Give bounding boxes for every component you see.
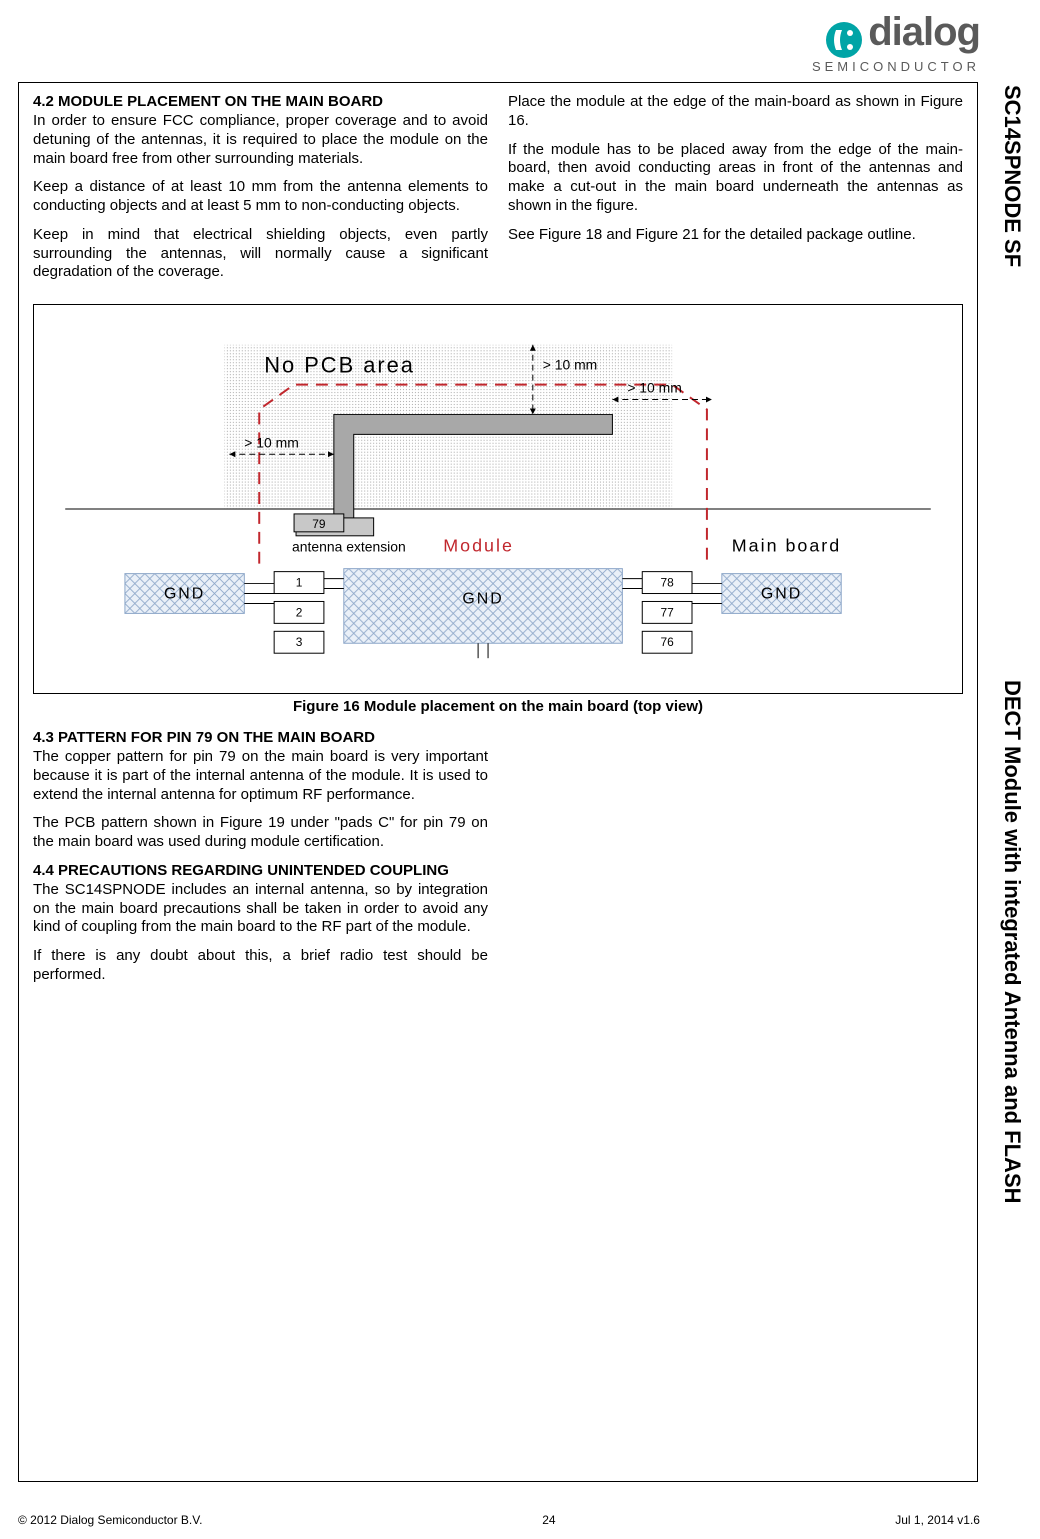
page-footer: © 2012 Dialog Semiconductor B.V. 24 Jul … xyxy=(18,1513,980,1527)
no-pcb-label: No PCB area xyxy=(264,353,415,378)
paragraph: The copper pattern for pin 79 on the mai… xyxy=(33,748,488,804)
side-title-part-number: SC14SPNODE SF xyxy=(999,85,1025,267)
company-logo: dialog SEMICONDUCTOR xyxy=(812,10,980,74)
pin-label: 2 xyxy=(296,605,303,619)
left-column-lower: 4.3 PATTERN FOR PIN 79 ON THE MAIN BOARD… xyxy=(33,729,488,995)
module-label: Module xyxy=(443,536,514,556)
gnd-label: GND xyxy=(761,585,802,602)
pin-label: 1 xyxy=(296,576,303,590)
heading-4-4: 4.4 PRECAUTIONS REGARDING UNINTENDED COU… xyxy=(33,862,488,879)
dim-label: > 10 mm xyxy=(543,357,597,373)
antenna-ext-label: antenna extension xyxy=(292,539,406,555)
figure-16-caption: Figure 16 Module placement on the main b… xyxy=(33,698,963,715)
footer-date-version: Jul 1, 2014 v1.6 xyxy=(895,1513,980,1527)
dim-label: > 10 mm xyxy=(627,380,681,396)
paragraph: If the module has to be placed away from… xyxy=(508,141,963,216)
footer-copyright: © 2012 Dialog Semiconductor B.V. xyxy=(18,1513,203,1527)
side-title-description: DECT Module with integrated Antenna and … xyxy=(999,680,1025,1204)
left-column: 4.2 MODULE PLACEMENT ON THE MAIN BOARD I… xyxy=(33,93,488,292)
paragraph: The PCB pattern shown in Figure 19 under… xyxy=(33,814,488,852)
pin-label: 77 xyxy=(660,605,674,619)
pin-label: 78 xyxy=(660,576,674,590)
logo-icon xyxy=(824,20,864,63)
gnd-label: GND xyxy=(164,585,205,602)
paragraph: The SC14SPNODE includes an internal ante… xyxy=(33,881,488,937)
heading-4-3: 4.3 PATTERN FOR PIN 79 ON THE MAIN BOARD xyxy=(33,729,488,746)
paragraph: Keep in mind that electrical shielding o… xyxy=(33,226,488,282)
paragraph: See Figure 18 and Figure 21 for the deta… xyxy=(508,226,963,245)
footer-page-number: 24 xyxy=(542,1513,555,1527)
paragraph: In order to ensure FCC compliance, prope… xyxy=(33,112,488,168)
paragraph: If there is any doubt about this, a brie… xyxy=(33,947,488,985)
content-frame: 4.2 MODULE PLACEMENT ON THE MAIN BOARD I… xyxy=(18,82,978,1482)
main-board-label: Main board xyxy=(732,536,841,556)
pin-label: 3 xyxy=(296,635,303,649)
logo-text: dialog xyxy=(868,10,980,54)
gnd-label: GND xyxy=(462,590,503,607)
logo-subtext: SEMICONDUCTOR xyxy=(812,59,980,74)
heading-4-2: 4.2 MODULE PLACEMENT ON THE MAIN BOARD xyxy=(33,93,488,110)
paragraph: Place the module at the edge of the main… xyxy=(508,93,963,131)
pin-label: 76 xyxy=(660,635,674,649)
pin-79-label: 79 xyxy=(312,517,326,531)
right-column: Place the module at the edge of the main… xyxy=(508,93,963,292)
dim-label: > 10 mm xyxy=(244,434,298,450)
paragraph: Keep a distance of at least 10 mm from t… xyxy=(33,178,488,216)
figure-16-diagram: 79 antenna extension No PCB area Module … xyxy=(33,304,963,694)
